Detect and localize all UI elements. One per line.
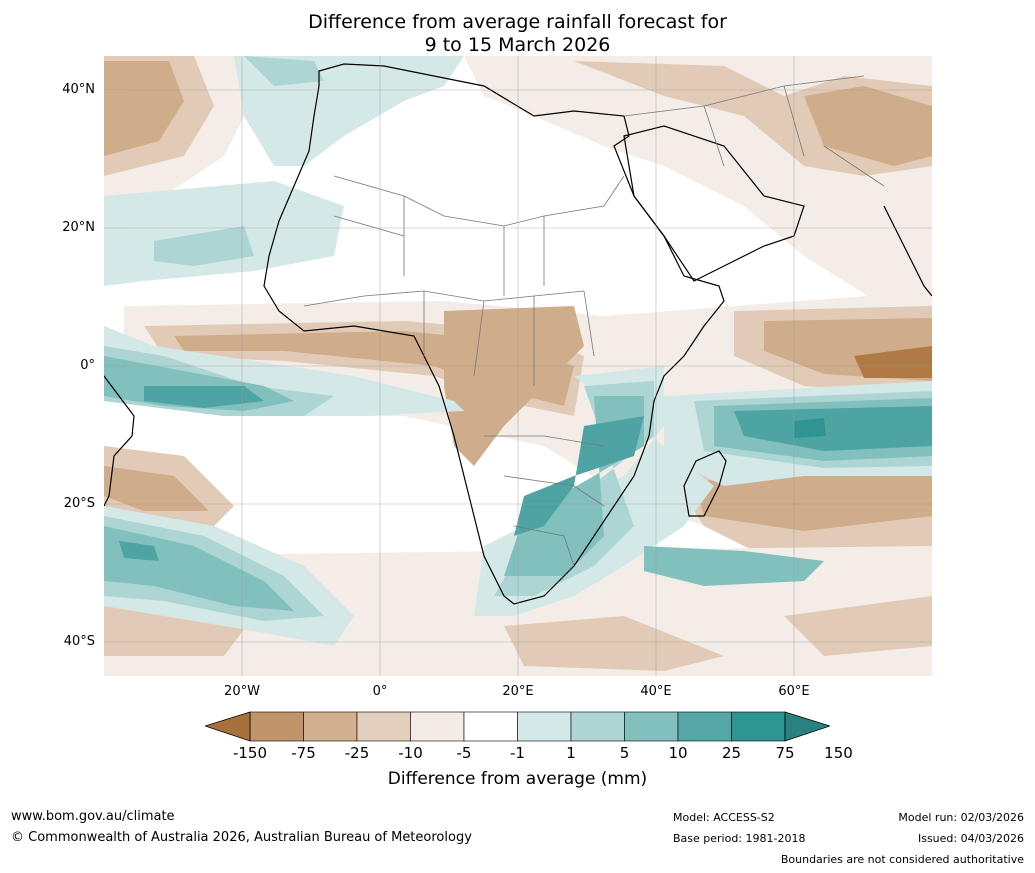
colorbar-segment	[463, 711, 518, 742]
footer-url: www.bom.gov.au/climate	[11, 809, 175, 824]
border-lines-south	[484, 435, 605, 567]
borders	[303, 75, 885, 567]
colorbar-segment	[731, 711, 786, 742]
colorbar-tick-label: -1	[510, 744, 525, 762]
colorbar-segment	[570, 711, 625, 742]
field-iran-dry-strong	[804, 86, 932, 166]
map-title-line1: Difference from average rainfall forecas…	[308, 11, 727, 33]
colorbar-tick-label: 5	[619, 744, 630, 762]
field-south-indian-dry-mid	[694, 471, 932, 531]
colorbar-tick-label: -5	[456, 744, 472, 762]
lat-label-0: 0°	[80, 358, 95, 373]
field-canary-wet-light	[154, 226, 254, 266]
lon-label-20w: 20°W	[224, 684, 260, 699]
lat-label-40n: 40°N	[62, 82, 95, 97]
field-equatorial-wet-strong	[144, 386, 264, 408]
border-lines-central	[303, 290, 595, 386]
field-mozambique-wet	[644, 546, 824, 586]
map-title-line2: 9 to 15 March 2026	[424, 34, 611, 56]
field-south-atlantic-dry-mid	[104, 466, 209, 511]
colorbar-tick-label: -150	[232, 744, 268, 762]
africa-outline	[263, 63, 725, 605]
colorbar-left-arrow	[205, 711, 251, 742]
colorbar-segment	[624, 711, 679, 742]
colorbar-right-arrow	[784, 711, 830, 742]
colorbar-segment	[356, 711, 411, 742]
south-america-outline	[104, 375, 135, 507]
coastlines	[104, 63, 932, 605]
lat-label-20s: 20°S	[63, 496, 95, 511]
field-north-atlantic-dry-strong	[104, 61, 184, 156]
wet-fields	[104, 56, 932, 646]
footer-model-run: Model run: 02/03/2026	[898, 811, 1024, 824]
colorbar-tick-label: -10	[398, 744, 423, 762]
footer-disclaimer: Boundaries are not considered authoritat…	[780, 853, 1024, 866]
field-indian-wet-strong	[734, 406, 932, 451]
lon-label-0: 0°	[372, 684, 388, 699]
field-mediterranean-wet	[244, 56, 324, 86]
field-southern-dry-far	[784, 596, 932, 656]
madagascar-outline	[683, 450, 727, 517]
footer-base-period: Base period: 1981-2018	[673, 832, 806, 845]
lon-label-20e: 20°E	[502, 684, 534, 699]
colorbar-tick-label: 25	[721, 744, 742, 762]
colorbar-label: Difference from average (mm)	[387, 769, 648, 789]
field-indian-wet-dark	[794, 418, 826, 438]
lat-label-40s: 40°S	[63, 634, 95, 649]
field-southern-dry-right	[504, 616, 724, 671]
field-congo-dry	[444, 306, 584, 466]
footer-model: Model: ACCESS-S2	[673, 811, 775, 824]
colorbar-segment	[303, 711, 358, 742]
footer-copyright: © Commonwealth of Australia 2026, Austra…	[11, 830, 472, 845]
lon-label-40e: 40°E	[640, 684, 672, 699]
footer-issued: Issued: 04/03/2026	[917, 832, 1024, 845]
colorbar	[205, 711, 830, 742]
colorbar-tick-label: 10	[668, 744, 688, 762]
india-outline	[883, 205, 932, 297]
colorbar-tick-label: 150	[824, 744, 853, 762]
colorbar-tick-label: -25	[344, 744, 370, 762]
arabia-outline	[623, 125, 805, 282]
map-canvas	[104, 56, 932, 676]
colorbar-tick-label: 1	[566, 744, 576, 762]
colorbar-tick-label: 75	[775, 744, 795, 762]
rainfall-anomaly-map	[104, 56, 932, 676]
colorbar-tick-label: -75	[291, 744, 316, 762]
gridlines	[104, 56, 932, 676]
lat-label-20n: 20°N	[62, 220, 95, 235]
colorbar-segment	[677, 711, 732, 742]
field-east-africa-wet-strong	[514, 416, 644, 536]
border-lines-north	[333, 175, 625, 296]
field-south-atlantic-wet-strong	[119, 541, 159, 561]
field-indian-dry-strong	[854, 346, 932, 378]
border-lines-mideast	[623, 75, 885, 187]
colorbar-segment	[410, 711, 465, 742]
colorbar-segment	[249, 711, 304, 742]
lon-label-60e: 60°E	[778, 684, 810, 699]
colorbar-segment	[517, 711, 572, 742]
